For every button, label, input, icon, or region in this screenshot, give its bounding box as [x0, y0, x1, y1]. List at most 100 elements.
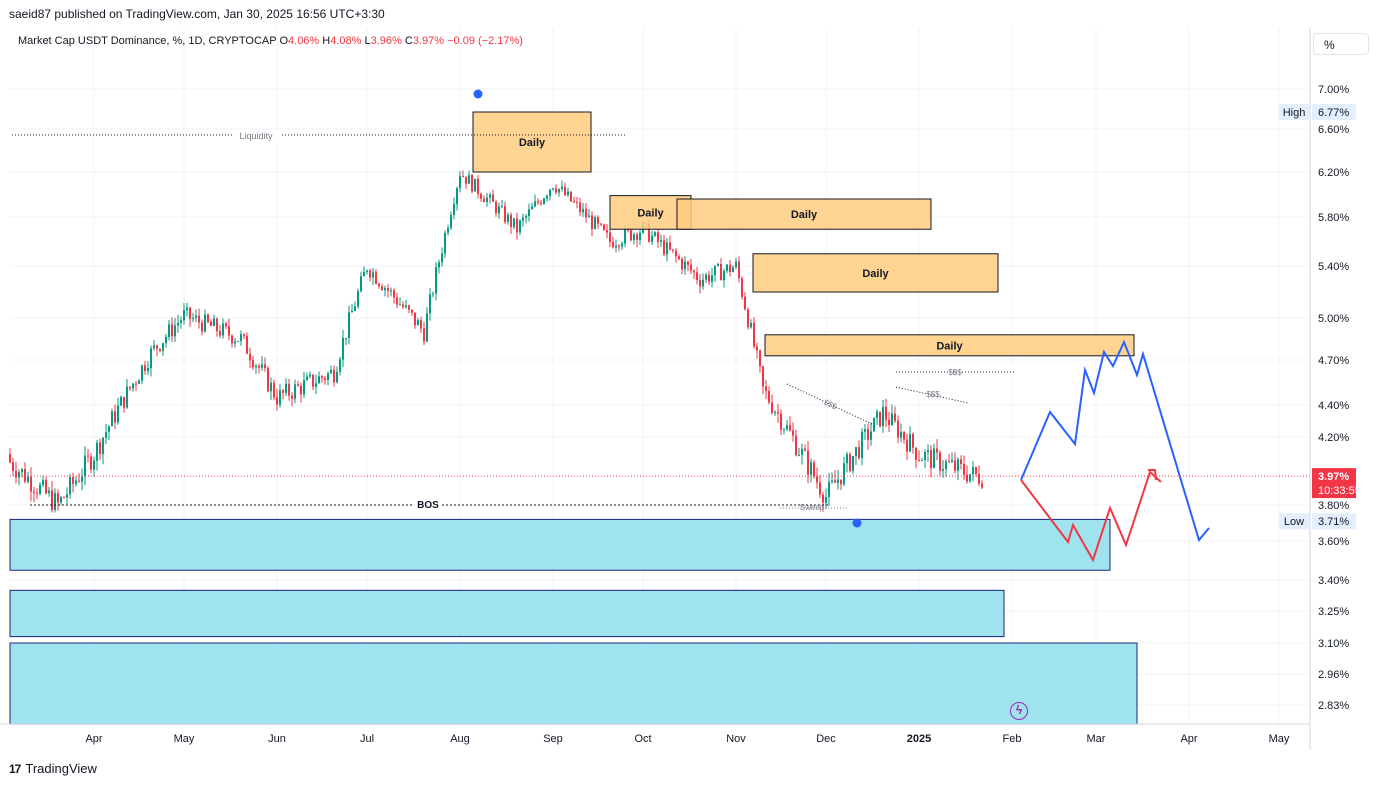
time-tick-label: Jun: [268, 733, 286, 745]
candle-body: [966, 474, 968, 482]
candle-body: [513, 218, 515, 228]
dollars-label-3: $$$: [926, 390, 940, 399]
candle-body: [624, 229, 626, 244]
candle-body: [738, 261, 740, 279]
candle-body: [714, 265, 716, 276]
lightning-icon[interactable]: ϟ: [1010, 702, 1028, 720]
high-value: 4.08%: [330, 35, 362, 47]
candle-body: [837, 479, 839, 483]
candle-body: [774, 412, 776, 414]
candle-body: [507, 214, 509, 222]
candle-body: [609, 232, 611, 242]
low-marker: [852, 518, 862, 528]
candle-body: [903, 431, 905, 440]
bos-label-bg: [414, 498, 442, 511]
candle-body: [480, 194, 482, 199]
high-badge-label-bg: [1279, 104, 1309, 120]
candle-body: [501, 206, 503, 208]
time-tick-label: Nov: [726, 733, 746, 745]
candle-body: [312, 374, 314, 387]
dollars-line-1: [786, 383, 875, 426]
candle-body: [846, 454, 848, 464]
candle-body: [531, 206, 533, 210]
candle-body: [153, 345, 155, 349]
candle-body: [849, 454, 851, 471]
candle-body: [564, 186, 566, 196]
candle-body: [450, 215, 452, 229]
candle-body: [303, 380, 305, 395]
annotations: Liquidity BOS Sweep $$$ $$$ $$$: [12, 89, 1016, 528]
candle-body: [588, 215, 590, 218]
candle-body: [615, 245, 617, 248]
daily-zone-label: Daily: [862, 268, 889, 280]
candle-body: [417, 320, 419, 326]
candle-body: [81, 476, 83, 482]
candle-body: [435, 267, 437, 294]
candle-body: [267, 368, 269, 392]
candle-body: [396, 297, 398, 305]
candle-body: [864, 429, 866, 432]
candle-body: [48, 490, 50, 494]
candle-body: [249, 353, 251, 361]
candle-body: [327, 373, 329, 381]
time-tick-label: May: [174, 733, 195, 745]
footer-brand[interactable]: 17 TradingView: [9, 761, 97, 776]
candle-body: [651, 235, 653, 242]
brand-name: TradingView: [25, 761, 97, 776]
candle-body: [489, 194, 491, 198]
candle-body: [360, 276, 362, 292]
high-badge-value-bg: [1312, 104, 1356, 120]
candle-body: [447, 228, 449, 233]
low-badge-value-bg: [1312, 513, 1356, 530]
candle-body: [744, 296, 746, 310]
candle-body: [78, 480, 80, 482]
candle-body: [699, 280, 701, 287]
candle-body: [330, 369, 332, 374]
candle-body: [183, 310, 185, 321]
candle-body: [921, 460, 923, 462]
candle-body: [222, 323, 224, 336]
candle-body: [783, 429, 785, 431]
low-badge-label: Low: [1284, 516, 1304, 528]
daily-zone-label: Daily: [936, 340, 963, 352]
candle-body: [687, 261, 689, 265]
percent-scale-button[interactable]: %: [1313, 33, 1369, 55]
candle-body: [693, 270, 695, 273]
candle-body: [918, 459, 920, 461]
candle-body: [381, 286, 383, 291]
candle-body: [768, 390, 770, 403]
candle-body: [957, 459, 959, 471]
candle-body: [855, 447, 857, 457]
candle-body: [639, 232, 641, 240]
publisher-line: saeid87 published on TradingView.com, Ja…: [9, 7, 385, 21]
candle-body: [567, 191, 569, 196]
candle-body: [519, 220, 521, 233]
candle-body: [543, 198, 545, 204]
candle-body: [363, 271, 365, 277]
candle-body: [573, 201, 575, 203]
candle-body: [852, 456, 854, 471]
candle-body: [816, 476, 818, 483]
candle-body: [612, 241, 614, 248]
time-tick-label: Aug: [450, 733, 470, 745]
candle-body: [765, 386, 767, 391]
candle-body: [387, 288, 389, 291]
candle-body: [120, 396, 122, 406]
candle-body: [777, 412, 779, 414]
candle-body: [867, 429, 869, 440]
candle-body: [429, 294, 431, 314]
price-tick-label: 3.60%: [1318, 536, 1349, 548]
candle-body: [99, 442, 101, 455]
candle-body: [342, 338, 344, 360]
time-tick-label: May: [1269, 733, 1290, 745]
demand-zone: [9, 589, 1005, 638]
candle-body: [135, 383, 137, 385]
candle-body: [84, 455, 86, 477]
candle-body: [96, 442, 98, 461]
candle-body: [144, 365, 146, 371]
candle-body: [66, 494, 68, 498]
candle-body: [585, 208, 587, 218]
candle-body: [186, 307, 188, 311]
candle-body: [276, 397, 278, 405]
